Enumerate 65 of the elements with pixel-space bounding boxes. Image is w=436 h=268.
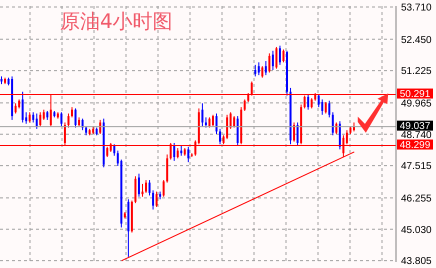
candlestick xyxy=(272,50,274,70)
ref-line-label: 49.037 xyxy=(400,121,431,132)
y-tick-label: 45.030 xyxy=(401,224,432,236)
candlestick xyxy=(212,114,214,127)
candlestick xyxy=(187,146,190,163)
y-tick-label: 46.255 xyxy=(401,193,432,204)
candlestick xyxy=(275,46,278,70)
candlestick xyxy=(261,66,264,78)
candlestick xyxy=(36,113,38,130)
candlestick xyxy=(67,113,70,128)
candlestick xyxy=(141,183,144,198)
candlestick xyxy=(338,120,341,150)
candlestick xyxy=(60,112,62,127)
candlestick xyxy=(307,94,310,110)
candlestick xyxy=(148,180,151,196)
candlestick xyxy=(166,154,168,184)
candlestick xyxy=(324,102,327,114)
candlestick xyxy=(39,112,42,127)
candlestick xyxy=(216,113,218,134)
candlestick xyxy=(204,116,207,128)
candlestick xyxy=(28,112,31,123)
candlestick xyxy=(226,114,228,140)
candlestick xyxy=(162,180,165,198)
candlestick xyxy=(258,62,260,76)
candlestick xyxy=(244,98,246,112)
candlestick xyxy=(113,144,116,156)
candlestick xyxy=(293,122,296,142)
candlestick xyxy=(208,116,210,128)
y-tick-label: 48.740 xyxy=(401,130,432,141)
candlestick xyxy=(134,176,136,204)
candlestick xyxy=(318,94,320,108)
candlestick xyxy=(32,112,34,123)
y-tick-label: 51.225 xyxy=(401,66,432,78)
candlestick xyxy=(156,191,158,208)
candlestick xyxy=(310,98,313,109)
candlestick xyxy=(282,49,284,63)
candlestick xyxy=(70,106,73,118)
candlestick xyxy=(278,45,281,66)
y-tick-label: 43.805 xyxy=(401,256,432,268)
candlestick xyxy=(264,60,267,76)
candlestick xyxy=(152,190,154,210)
candlestick xyxy=(201,102,204,127)
candlestick xyxy=(219,128,222,145)
candlestick xyxy=(22,91,24,123)
y-tick-label: 47.515 xyxy=(401,161,432,172)
candlestick xyxy=(328,100,330,118)
y-tick-label: 53.710 xyxy=(401,2,432,14)
candlestick xyxy=(321,98,324,116)
candlestick xyxy=(145,180,148,194)
candlestick xyxy=(180,145,182,156)
candlestick xyxy=(296,122,299,146)
candlestick xyxy=(138,173,140,198)
candlestick xyxy=(14,102,17,114)
candlestick xyxy=(254,64,256,77)
ref-line-label: 50.291 xyxy=(400,89,431,100)
ref-line-label: 48.299 xyxy=(400,140,431,152)
candlestick xyxy=(332,112,334,136)
candlestick xyxy=(176,148,179,159)
candlestick xyxy=(74,108,77,128)
candlestick xyxy=(268,52,270,74)
y-tick-label: 49.965 xyxy=(401,98,432,110)
chart-title: 原油4小时图 xyxy=(60,8,173,35)
candlestick xyxy=(173,142,176,162)
y-tick-label: 52.450 xyxy=(401,34,432,46)
candlestick xyxy=(233,116,236,128)
